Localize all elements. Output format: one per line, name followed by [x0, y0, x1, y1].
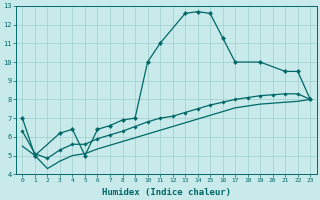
X-axis label: Humidex (Indice chaleur): Humidex (Indice chaleur)	[102, 188, 231, 197]
